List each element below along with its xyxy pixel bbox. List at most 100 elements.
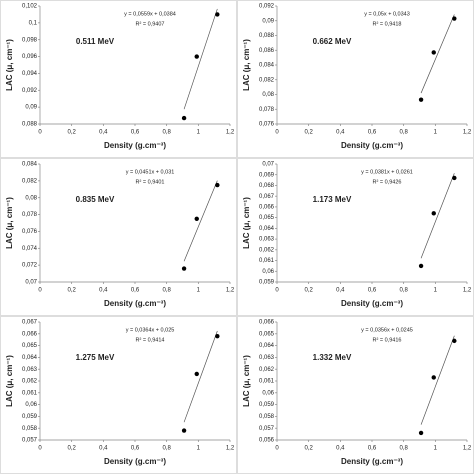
y-tick-label: 0,08 (262, 92, 274, 98)
x-tick-label: 0,6 (368, 446, 377, 452)
y-tick-label: 0,062 (22, 379, 38, 385)
y-tick-label: 0,07 (25, 280, 37, 286)
x-tick-label: 0,4 (99, 446, 108, 452)
data-point (431, 375, 436, 380)
x-tick-label: 0,8 (162, 288, 171, 294)
x-tick-label: 1,2 (463, 130, 472, 136)
y-axis-label: LAC (μ, cm⁻¹) (242, 197, 251, 249)
x-tick-label: 1 (197, 130, 201, 136)
equation: y = 0,0364x + 0,025 (126, 327, 175, 333)
x-tick-label: 0,4 (336, 446, 345, 452)
y-tick-label: 0,065 (259, 215, 275, 221)
trendline (420, 335, 455, 425)
y-axis-label: LAC (μ, cm⁻¹) (242, 355, 251, 407)
x-tick-label: 1 (434, 446, 438, 452)
x-tick-label: 0,4 (99, 130, 108, 136)
y-axis-label: LAC (μ, cm⁻¹) (5, 355, 14, 407)
y-tick-label: 0,067 (259, 194, 275, 200)
y-tick-label: 0,09 (262, 18, 274, 24)
y-tick-label: 0,058 (259, 414, 275, 420)
equation: y = 0,05x + 0,0343 (364, 11, 410, 17)
panel-frame (0, 0, 237, 158)
y-tick-label: 0,064 (259, 226, 275, 232)
energy-label: 1.332 MeV (313, 353, 352, 362)
r-squared: R² = 0,9418 (373, 21, 402, 27)
x-tick-label: 0,2 (304, 446, 313, 452)
y-tick-label: 0,068 (259, 183, 275, 189)
data-point (194, 54, 199, 59)
energy-label: 1.275 MeV (76, 353, 115, 362)
y-tick-label: 0,066 (22, 331, 38, 337)
y-tick-label: 0,063 (259, 237, 275, 243)
y-tick-label: 0,094 (22, 71, 38, 77)
data-point (418, 97, 424, 102)
x-axis-label: Density (g.cm⁻³) (104, 141, 166, 150)
panel: 0,088 0,09 0,092 0,094 0,096 0,098 0,1 0,102 0 0,… (0, 0, 237, 158)
panel-frame (0, 158, 237, 316)
panel: 0,057 0,058 0,059 0,06 0,061 0,062 0,063 0,064 0… (0, 316, 237, 474)
y-tick-label: 0,064 (22, 355, 38, 361)
x-tick-label: 0,2 (67, 288, 76, 294)
y-tick-label: 0,064 (259, 343, 275, 349)
x-axis-label: Density (g.cm⁻³) (104, 299, 166, 308)
trendline (183, 330, 218, 423)
y-tick-label: 0,069 (259, 172, 275, 178)
y-tick-label: 0,056 (259, 438, 275, 444)
equation: y = 0,0451x + 0,031 (126, 169, 175, 175)
r-squared: R² = 0,9401 (136, 179, 165, 185)
y-tick-label: 0,092 (259, 4, 275, 10)
y-tick-label: 0,059 (259, 280, 275, 286)
energy-label: 0.662 MeV (313, 37, 352, 46)
y-tick-label: 0,063 (259, 355, 275, 361)
y-tick-label: 0,084 (22, 162, 38, 168)
data-point (418, 430, 424, 436)
data-point (181, 115, 187, 121)
x-axis-label: Density (g.cm⁻³) (341, 141, 403, 150)
y-tick-label: 0,078 (259, 107, 275, 113)
y-tick-label: 0,086 (259, 48, 275, 54)
x-tick-label: 1 (197, 288, 201, 294)
y-tick-label: 0,059 (22, 414, 38, 420)
trendline (420, 14, 455, 94)
y-tick-label: 0,06 (262, 269, 274, 275)
data-point (452, 338, 457, 344)
x-tick-label: 0 (275, 130, 279, 136)
y-tick-label: 0,084 (259, 63, 275, 69)
x-tick-label: 1 (434, 130, 438, 136)
y-tick-label: 0,078 (22, 212, 38, 218)
x-tick-label: 0,2 (67, 130, 76, 136)
energy-label: 1.173 MeV (313, 195, 352, 204)
y-axis-label: LAC (μ, cm⁻¹) (5, 197, 14, 249)
y-tick-label: 0,058 (22, 426, 38, 432)
x-axis-label: Density (g.cm⁻³) (104, 457, 166, 466)
x-tick-label: 1,2 (226, 130, 235, 136)
x-tick-label: 1,2 (226, 446, 235, 452)
y-tick-label: 0,061 (22, 390, 38, 396)
x-tick-label: 1,2 (463, 288, 472, 294)
y-tick-label: 0,061 (259, 379, 275, 385)
x-axis-label: Density (g.cm⁻³) (341, 457, 403, 466)
x-tick-label: 0 (275, 446, 279, 452)
y-tick-label: 0,066 (259, 320, 275, 326)
data-point (215, 182, 220, 188)
trendline (183, 180, 218, 262)
x-tick-label: 1 (434, 288, 438, 294)
y-tick-label: 0,057 (22, 438, 38, 444)
equation: y = 0,0381x + 0,0261 (361, 169, 413, 175)
y-axis-label: LAC (μ, cm⁻¹) (242, 39, 251, 91)
x-tick-label: 0,2 (304, 288, 313, 294)
energy-label: 0.835 MeV (76, 195, 115, 204)
y-tick-label: 0,061 (259, 258, 275, 264)
y-tick-label: 0,06 (262, 390, 274, 396)
y-tick-label: 0,065 (259, 331, 275, 337)
x-tick-label: 0 (38, 130, 42, 136)
y-tick-label: 0,098 (22, 37, 38, 43)
y-tick-label: 0,067 (22, 320, 38, 326)
r-squared: R² = 0,9416 (373, 337, 402, 343)
panel: 0,076 0,078 0,08 0,082 0,084 0,086 0,088 0,09 0,… (237, 0, 474, 158)
y-tick-label: 0,074 (22, 246, 38, 252)
data-point (181, 266, 187, 271)
x-tick-label: 0,8 (162, 130, 171, 136)
panel: 0,07 0,072 0,074 0,076 0,078 0,08 0,082 0,084 0 0… (0, 158, 237, 316)
panel: 0,059 0,06 0,061 0,062 0,063 0,064 0,065 0,066 0… (237, 158, 474, 316)
